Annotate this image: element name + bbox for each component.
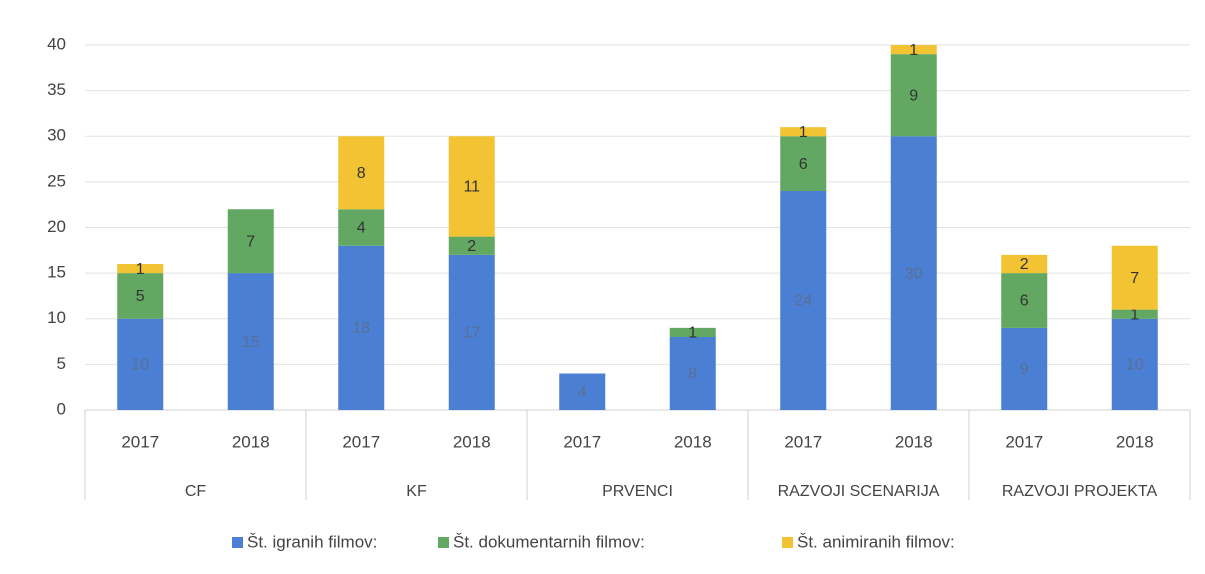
data-label: 17 (463, 325, 481, 342)
y-tick-label: 0 (57, 399, 66, 418)
bar-segment (448, 254, 495, 410)
data-label: 1 (688, 325, 697, 342)
group-label: RAZVOJI SCENARIJA (778, 483, 940, 500)
bar-segment (890, 45, 937, 55)
bar-segment (117, 318, 164, 410)
data-label: 8 (688, 366, 697, 383)
data-label: 1 (909, 42, 918, 59)
data-label: 7 (246, 233, 255, 250)
bar-segment (780, 136, 827, 191)
bar-segment (780, 191, 827, 410)
bar-segment (890, 136, 937, 410)
legend-swatch (782, 537, 793, 548)
x-tick-label: 2017 (121, 432, 159, 451)
x-tick-label: 2018 (232, 432, 270, 451)
data-label: 2 (467, 238, 476, 255)
group-label: PRVENCI (602, 483, 673, 500)
legend-label: Št. animiranih filmov: (797, 532, 955, 551)
bar-segment (117, 273, 164, 319)
y-tick-label: 35 (47, 80, 66, 99)
x-tick-label: 2018 (895, 432, 933, 451)
bar-segment (338, 136, 385, 210)
y-tick-label: 20 (47, 217, 66, 236)
legend-label: Št. dokumentarnih filmov: (453, 532, 645, 551)
data-label: 30 (905, 265, 923, 282)
x-tick-label: 2017 (784, 432, 822, 451)
y-tick-label: 40 (47, 34, 66, 53)
bar-segment (338, 209, 385, 246)
data-label: 1 (1130, 306, 1139, 323)
data-label: 2 (1020, 256, 1029, 273)
legend-swatch (232, 537, 243, 548)
data-label: 24 (794, 293, 812, 310)
data-label: 6 (1020, 293, 1029, 310)
x-tick-label: 2017 (1005, 432, 1043, 451)
bar-segment (890, 54, 937, 137)
bar-segment (1001, 254, 1048, 274)
bar-segment (448, 236, 495, 255)
x-tick-label: 2018 (453, 432, 491, 451)
data-label: 11 (463, 179, 480, 196)
y-tick-label: 30 (47, 126, 66, 145)
y-tick-label: 25 (47, 171, 66, 190)
data-label: 10 (131, 357, 149, 374)
data-label: 1 (799, 124, 808, 141)
bar-segment (1001, 327, 1048, 410)
y-tick-label: 5 (57, 354, 66, 373)
data-label: 7 (1130, 270, 1139, 287)
y-tick-label: 15 (47, 263, 66, 282)
data-label: 8 (357, 165, 366, 182)
group-label: RAZVOJI PROJEKTA (1002, 483, 1158, 500)
bar-segment (1111, 309, 1158, 319)
bar-segment (780, 127, 827, 137)
bar-segment (1111, 245, 1158, 310)
data-label: 9 (909, 87, 918, 104)
bar-segment (1001, 273, 1048, 328)
bar-segment (1111, 318, 1158, 410)
data-label: 10 (1126, 357, 1144, 374)
legend-label: Št. igranih filmov: (247, 532, 377, 551)
bar-segment (117, 264, 164, 274)
data-label: 18 (352, 320, 370, 337)
bar-segment (227, 273, 274, 410)
bar-segment (227, 209, 274, 274)
legend-swatch (438, 537, 449, 548)
data-label: 4 (357, 220, 366, 237)
bar-segment (669, 327, 716, 337)
bar-segment (448, 136, 495, 237)
bar-segment (669, 337, 716, 410)
data-label: 5 (136, 288, 145, 305)
group-label: KF (406, 483, 427, 500)
x-tick-label: 2018 (1116, 432, 1154, 451)
data-label: 15 (242, 334, 260, 351)
y-tick-label: 10 (47, 308, 66, 327)
data-label: 4 (578, 384, 587, 401)
data-label: 1 (136, 261, 145, 278)
data-label: 6 (799, 156, 808, 173)
x-tick-label: 2017 (563, 432, 601, 451)
bar-segment (338, 245, 385, 410)
group-label: CF (185, 483, 207, 500)
x-tick-label: 2017 (342, 432, 380, 451)
data-label: 9 (1020, 361, 1029, 378)
bar-segment (559, 373, 606, 410)
x-tick-label: 2018 (674, 432, 712, 451)
